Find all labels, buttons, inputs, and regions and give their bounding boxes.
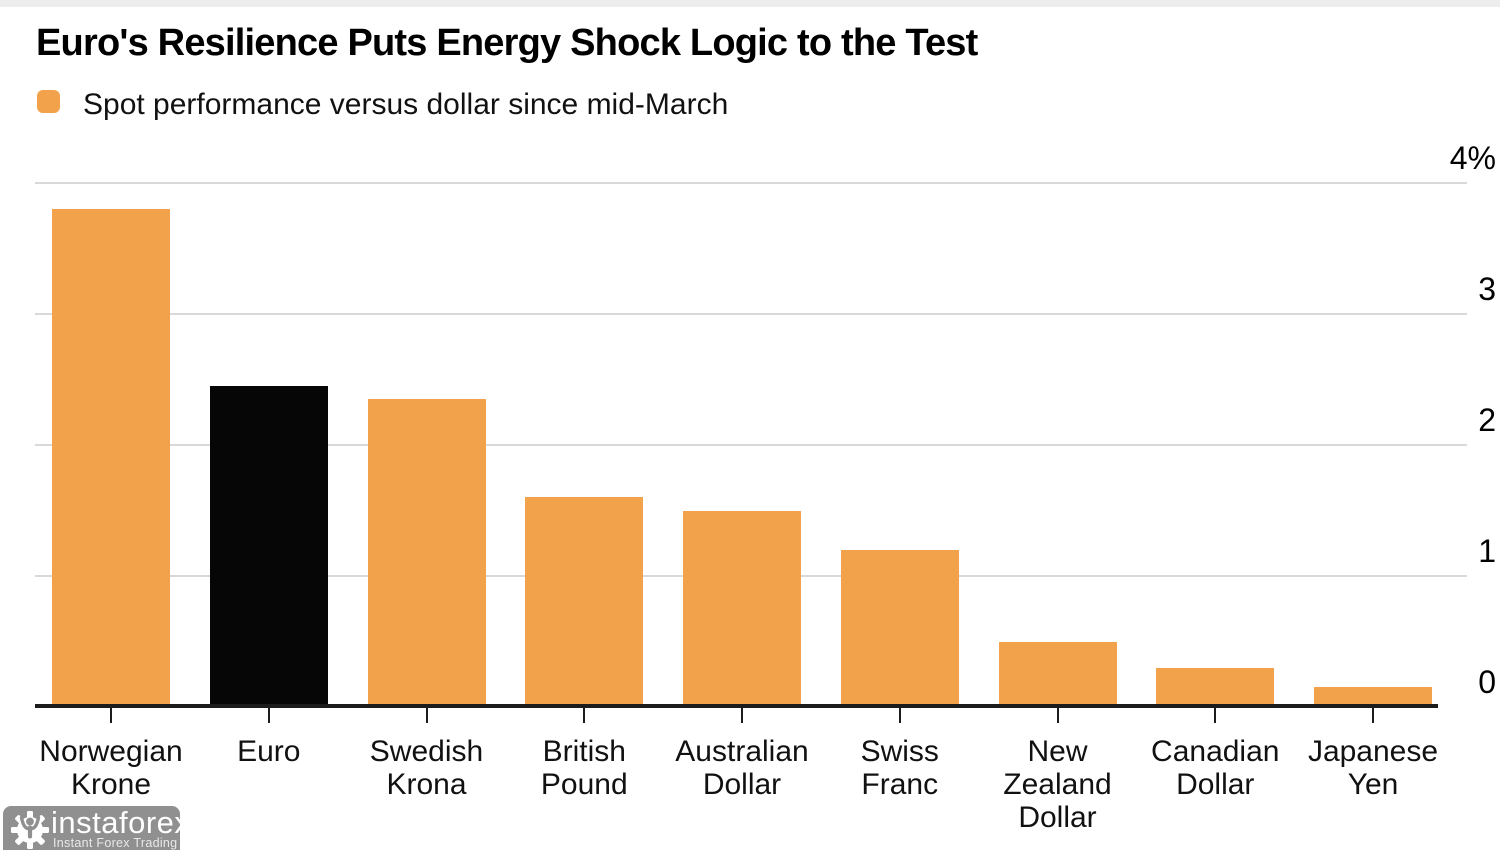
x-axis-label-line: Dollar (1018, 801, 1097, 834)
bar-australian-dollar (683, 510, 801, 707)
legend-swatch-icon (37, 90, 60, 113)
x-axis-label-line: Zealand (1003, 768, 1112, 801)
instaforex-watermark: instaforex Instant Forex Trading (3, 805, 190, 850)
gear-person-icon (10, 809, 50, 850)
x-axis-label-british-pound: British Pound (489, 735, 679, 801)
legend-label: Spot performance versus dollar since mid… (83, 88, 729, 121)
bar-swiss-franc (840, 549, 959, 707)
gridline-3 (35, 313, 1467, 315)
bar-norwegian-krone (52, 209, 170, 707)
x-tick-norwegian-krone (110, 708, 112, 723)
x-axis-label-line: Japanese (1307, 735, 1439, 768)
bar-british-pound (525, 497, 644, 707)
x-axis-label-line: New (1027, 735, 1088, 768)
x-tick-swedish-krona (425, 708, 428, 723)
x-axis-label-canadian-dollar: Canadian Dollar (1120, 735, 1310, 801)
x-tick-new-zealand-dollar (1056, 708, 1059, 723)
x-axis-label-norwegian-krone: Norwegian Krone (16, 735, 206, 801)
watermark-tagline: Instant Forex Trading (53, 836, 178, 850)
bar-new-zealand-dollar (998, 641, 1117, 707)
x-axis-label-line: Swiss (860, 735, 939, 768)
x-tick-swiss-franc (898, 708, 901, 723)
x-axis-label-line: Dollar (1176, 768, 1255, 801)
x-axis-label-japanese-yen: Japanese Yen (1278, 735, 1468, 801)
gridline-2 (35, 444, 1467, 446)
y-axis-label-1: 1 (1478, 533, 1496, 569)
x-axis-label-australian-dollar: Australian Dollar (647, 735, 837, 801)
x-tick-australian-dollar (741, 708, 743, 723)
y-axis-label-4-: 4% (1449, 140, 1496, 176)
bar-canadian-dollar (1156, 667, 1275, 707)
gridline-4 (35, 182, 1467, 184)
chart-title: Euro's Resilience Puts Energy Shock Logi… (36, 22, 978, 64)
watermark-brand-text: instaforex (51, 805, 191, 840)
x-tick-canadian-dollar (1214, 708, 1217, 723)
x-tick-japanese-yen (1372, 708, 1374, 723)
x-axis-label-line: Krone (70, 768, 152, 801)
x-axis-label-line: Euro (237, 735, 301, 768)
bar-euro (209, 386, 328, 707)
x-axis-label-new-zealand-dollar: New Zealand Dollar (963, 735, 1153, 834)
x-axis-line (35, 704, 1438, 708)
y-axis-label-2: 2 (1478, 402, 1496, 438)
x-axis-label-line: Yen (1347, 768, 1399, 801)
x-axis-label-swiss-franc: Swiss Franc (805, 735, 995, 801)
top-edge-band (0, 0, 1500, 7)
x-axis-label-euro: Euro (174, 735, 364, 768)
x-axis-label-line: Australian (675, 735, 809, 768)
bar-swedish-krona (367, 399, 486, 707)
x-axis-label-line: Franc (861, 768, 939, 801)
x-axis-label-line: British (542, 735, 626, 768)
bar-japanese-yen (1314, 687, 1432, 707)
x-tick-euro (267, 708, 270, 723)
y-axis-label-3: 3 (1478, 271, 1496, 307)
x-axis-label-line: Swedish (369, 735, 484, 768)
x-axis-label-line: Canadian (1151, 735, 1280, 768)
x-axis-label-line: Krona (386, 768, 467, 801)
x-axis-label-line: Norwegian (39, 735, 183, 768)
x-axis-label-line: Pound (540, 768, 628, 801)
x-axis-label-swedish-krona: Swedish Krona (332, 735, 522, 801)
x-axis-label-line: Dollar (702, 768, 782, 801)
x-tick-british-pound (583, 708, 586, 723)
y-axis-label-0: 0 (1478, 664, 1496, 700)
